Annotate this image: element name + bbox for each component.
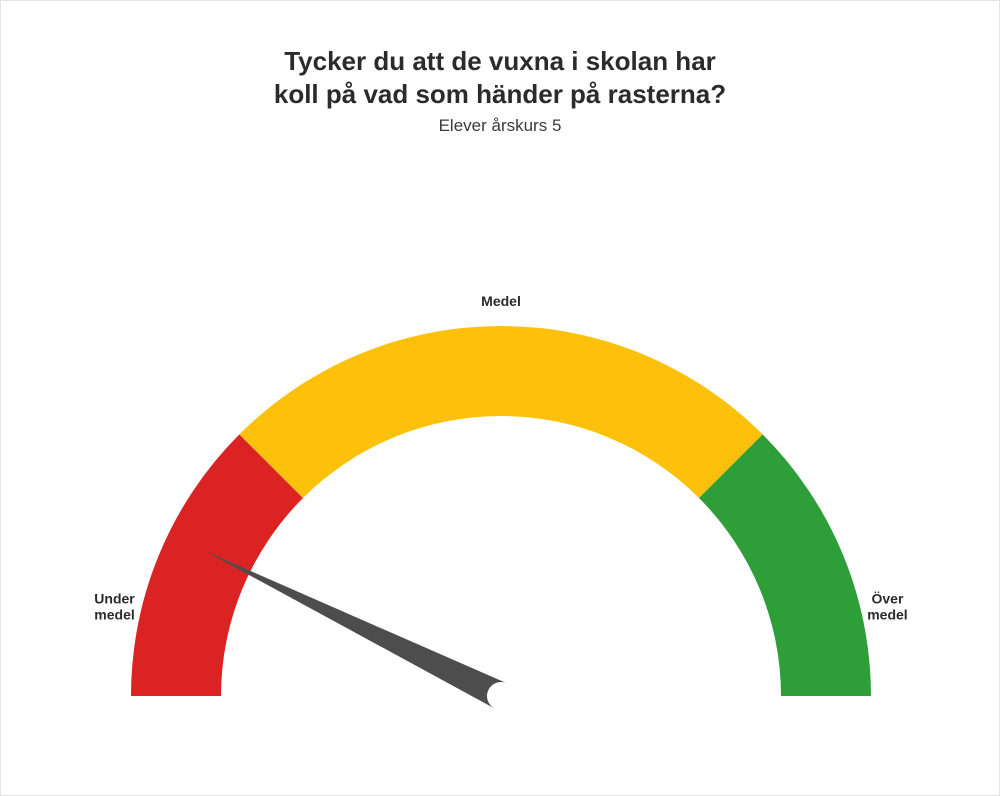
gauge-zone-label-2: Övermedel — [867, 591, 907, 623]
chart-frame: { "chart": { "type": "gauge", "title_lin… — [0, 0, 1000, 796]
gauge-zone-label-0: Undermedel — [94, 591, 135, 623]
gauge-zone-label-1: Medel — [481, 293, 521, 309]
chart-subtitle: Elever årskurs 5 — [1, 116, 999, 136]
chart-title-line2: koll på vad som händer på rasterna? — [274, 79, 726, 109]
chart-title: Tycker du att de vuxna i skolan har koll… — [1, 45, 999, 110]
gauge-chart: Undermedel Medel Övermedel — [1, 136, 1000, 776]
gauge-zone-0 — [131, 434, 303, 696]
chart-title-line1: Tycker du att de vuxna i skolan har — [284, 46, 716, 76]
gauge-zone-1 — [239, 326, 762, 498]
gauge-needle — [205, 551, 508, 709]
gauge-zone-2 — [699, 434, 871, 696]
